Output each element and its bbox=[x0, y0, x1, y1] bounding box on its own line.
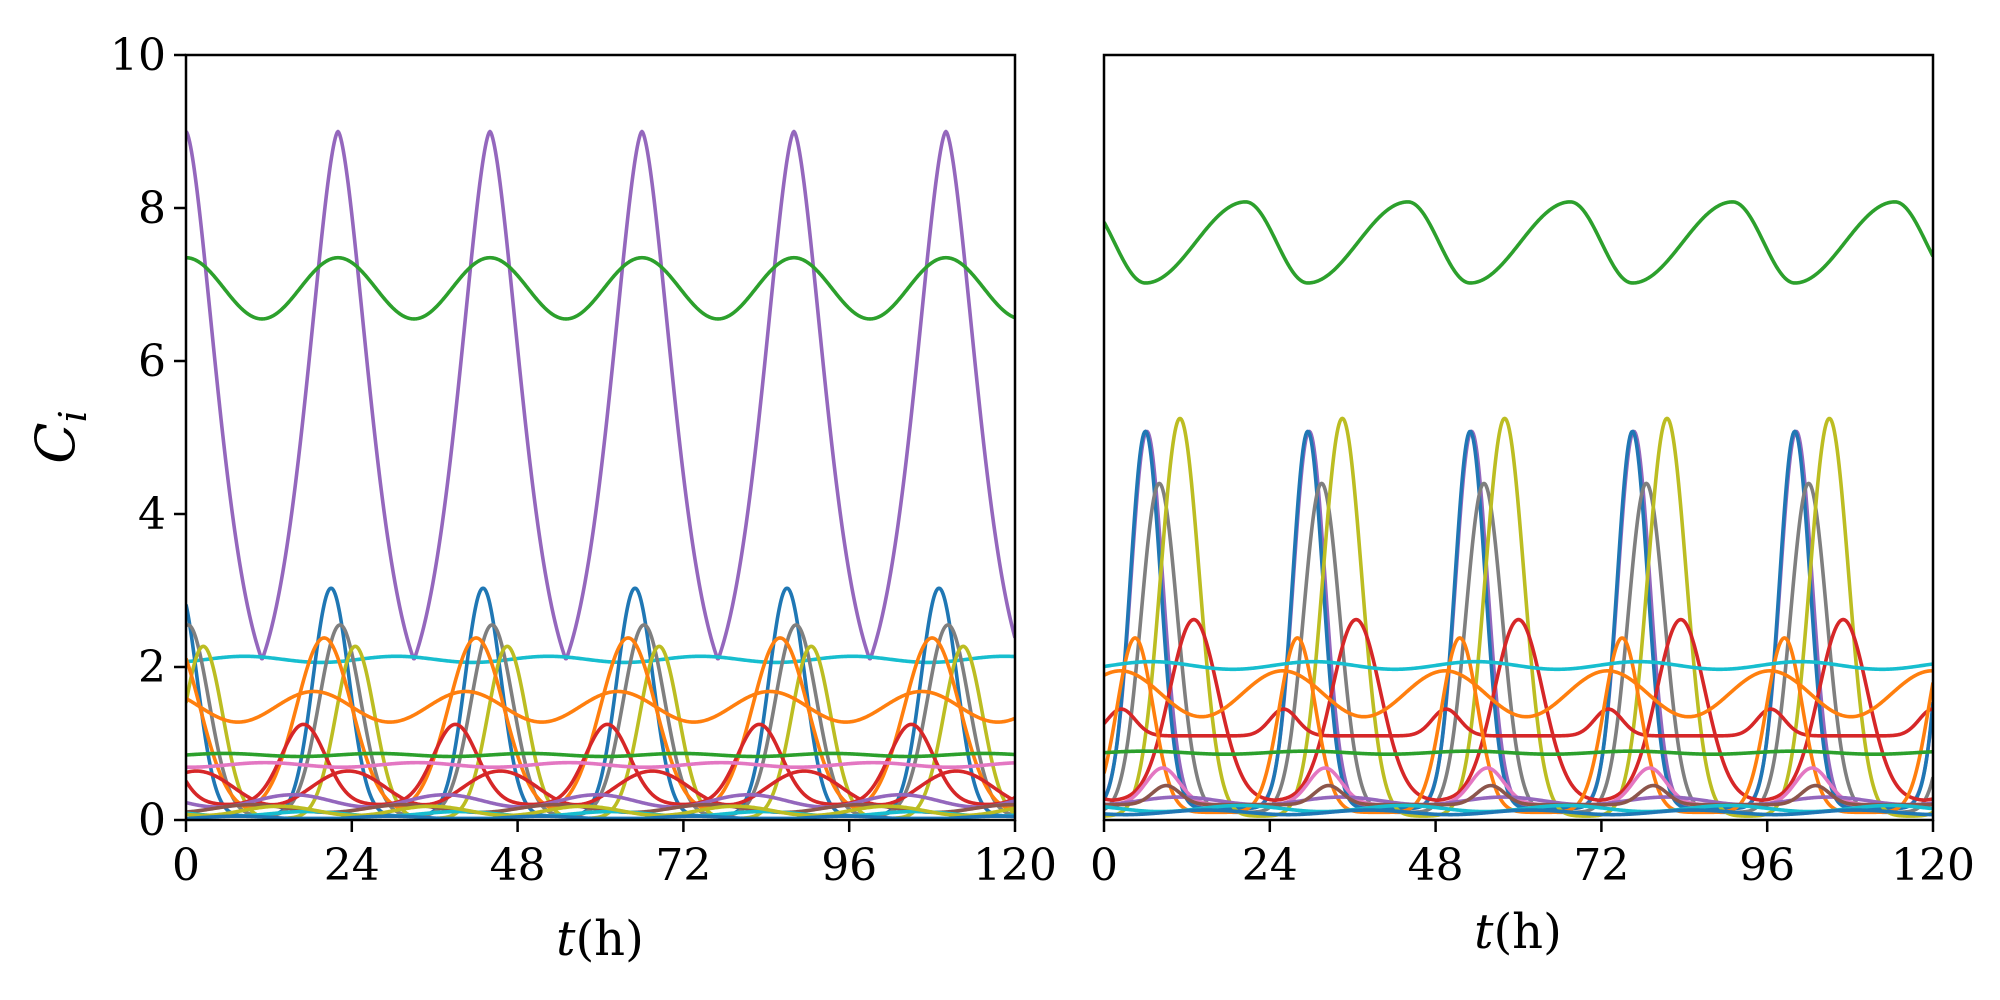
right-series-red-2 bbox=[1104, 707, 1933, 738]
left-series-blue-2 bbox=[186, 814, 1015, 820]
right-series-orange-2 bbox=[1104, 669, 1933, 719]
y-tick-label: 0 bbox=[138, 795, 166, 846]
left-x-tick-label: 48 bbox=[490, 840, 546, 891]
left-series-red bbox=[186, 722, 1015, 807]
right-x-tick-label: 96 bbox=[1739, 840, 1795, 891]
right-x-tick-label: 120 bbox=[1891, 840, 1975, 891]
right-x-axis-label: t(h) bbox=[1474, 904, 1562, 960]
left-x-tick-label: 96 bbox=[821, 840, 877, 891]
right-panel: 0 24 48 72 96 120 t(h) bbox=[1090, 53, 1975, 960]
left-series-green bbox=[186, 255, 1015, 321]
left-series-orange-2 bbox=[186, 689, 1015, 724]
right-series-olive bbox=[1104, 416, 1933, 818]
y-tick-label: 6 bbox=[138, 336, 166, 387]
right-x-tick-label: 0 bbox=[1090, 840, 1118, 891]
left-series-purple bbox=[186, 129, 1015, 661]
right-series-green-2 bbox=[1104, 749, 1933, 757]
right-x-tick-label: 24 bbox=[1242, 840, 1298, 891]
left-x-tick-label: 120 bbox=[973, 840, 1057, 891]
left-series-olive-2 bbox=[186, 804, 1015, 818]
right-x-tick-label: 48 bbox=[1408, 840, 1464, 891]
right-x-ticks: 0 24 48 72 96 120 bbox=[1090, 820, 1975, 891]
left-series-orange bbox=[186, 636, 1015, 810]
left-x-tick-label: 0 bbox=[172, 840, 200, 891]
left-x-axis-label: t(h) bbox=[556, 911, 644, 967]
left-y-ticks: 0 2 4 6 8 10 bbox=[110, 30, 186, 846]
y-axis-label: Ci bbox=[24, 410, 95, 463]
left-x-ticks: 0 24 48 72 96 120 bbox=[172, 820, 1057, 891]
left-series-green-2 bbox=[186, 751, 1015, 759]
right-series-group bbox=[1104, 200, 1933, 818]
right-plot-frame bbox=[1102, 53, 1935, 822]
left-series-purple-2 bbox=[186, 792, 1015, 809]
right-series-teal bbox=[1104, 659, 1933, 672]
left-plot-frame bbox=[184, 53, 1017, 822]
left-series-pink bbox=[186, 760, 1015, 770]
left-series-teal bbox=[186, 654, 1015, 665]
y-tick-label: 4 bbox=[138, 489, 166, 540]
right-series-blue-2 bbox=[1104, 808, 1933, 817]
y-tick-label: 10 bbox=[110, 30, 166, 81]
right-series-blue bbox=[1104, 429, 1933, 811]
right-series-green bbox=[1104, 200, 1933, 285]
right-x-tick-label: 72 bbox=[1573, 840, 1629, 891]
right-series-red bbox=[1104, 617, 1933, 803]
y-tick-label: 8 bbox=[138, 183, 166, 234]
left-x-tick-label: 24 bbox=[324, 840, 380, 891]
left-series-group bbox=[186, 129, 1015, 820]
left-x-tick-label: 72 bbox=[655, 840, 711, 891]
y-tick-label: 2 bbox=[138, 642, 166, 693]
